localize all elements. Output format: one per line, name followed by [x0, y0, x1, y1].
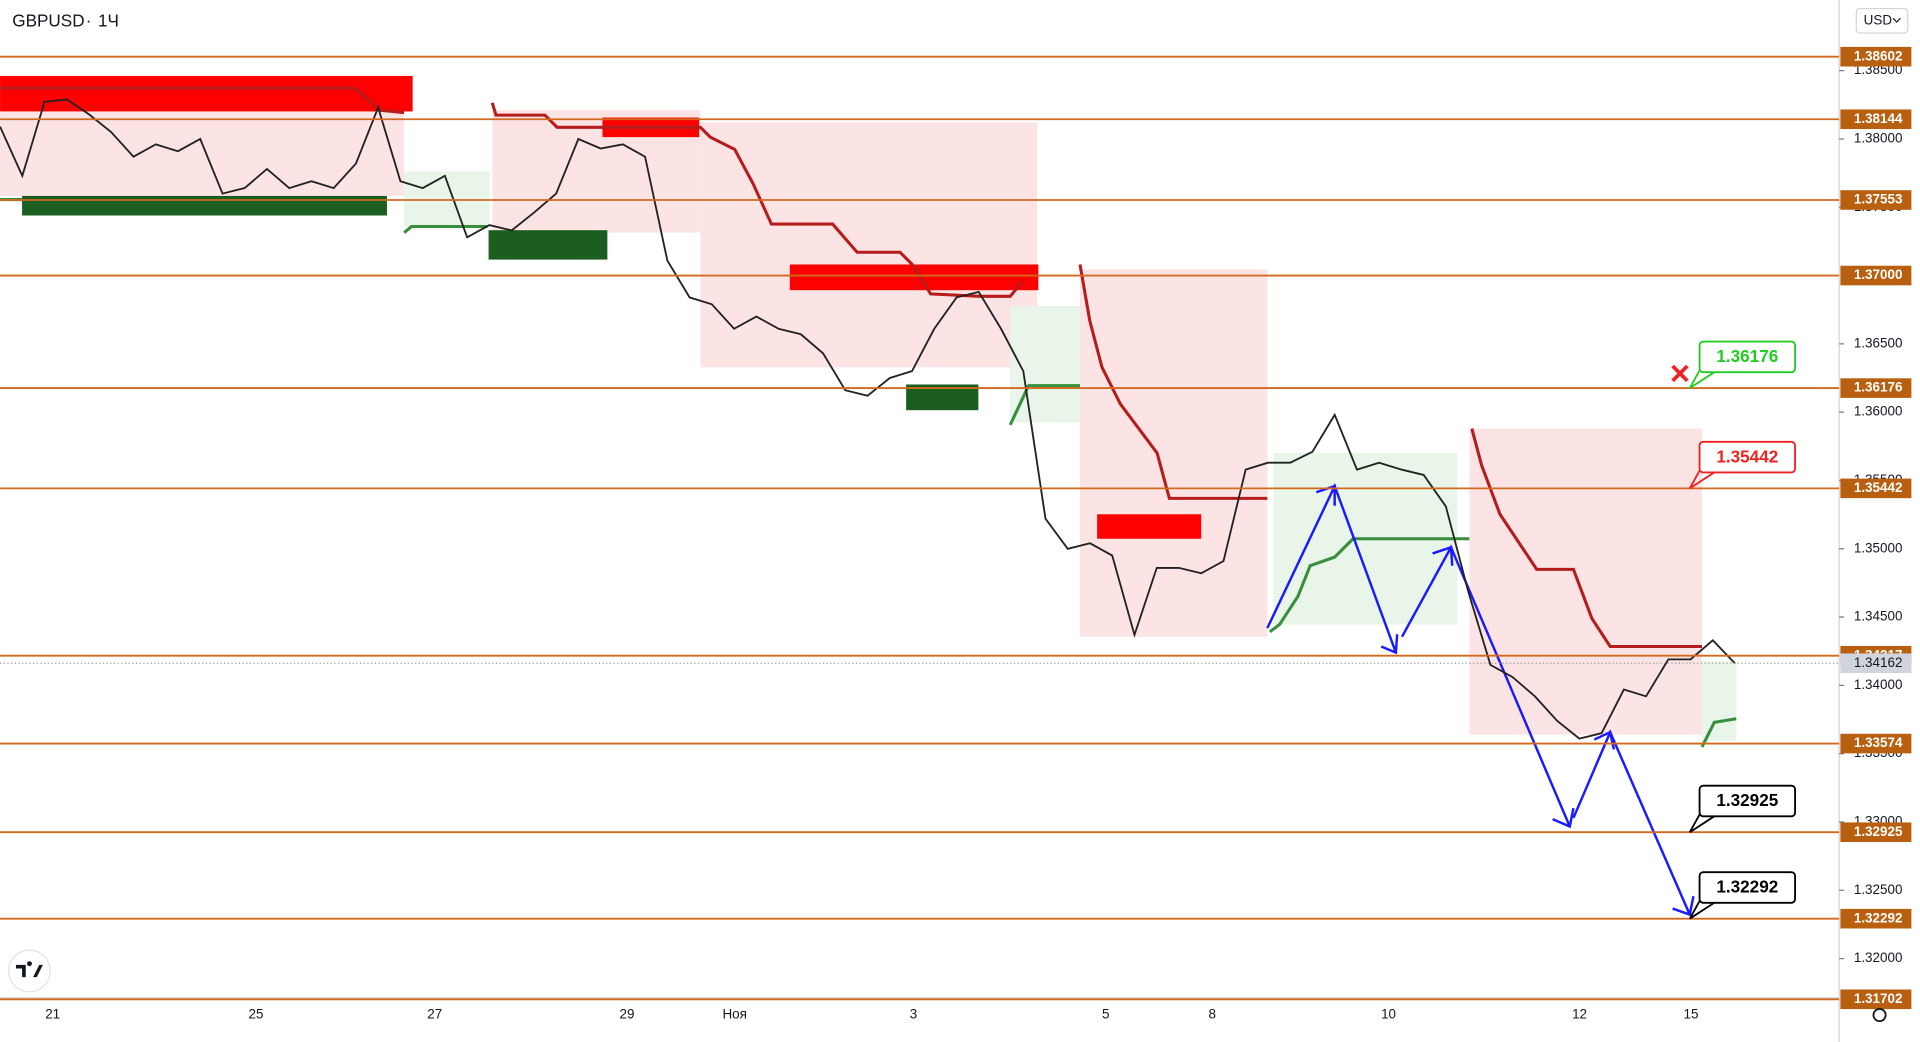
arrow-head: [1315, 484, 1399, 655]
x-tick-label: 21: [45, 1007, 60, 1022]
level-label: 1.37000: [1854, 267, 1903, 282]
level-label: 1.33574: [1854, 735, 1903, 750]
cancel-mark: [1671, 364, 1689, 383]
y-tick-label: 1.34500: [1854, 609, 1903, 624]
level-label-box: [1840, 265, 1912, 286]
callout-box: [1698, 871, 1796, 904]
green-zone: [22, 195, 387, 216]
level-label-box: [1840, 478, 1912, 499]
currency-button[interactable]: [1855, 7, 1909, 34]
level-label: 1.38602: [1854, 48, 1903, 63]
x-tick-label: 29: [619, 1007, 634, 1022]
level-label: 1.32925: [1854, 824, 1903, 839]
x-tick-label: 25: [248, 1007, 263, 1022]
dropdown-icon: [1892, 17, 1901, 23]
interval: 1Ч: [98, 11, 119, 31]
green-fill: [1702, 661, 1737, 741]
pink-fill: [700, 122, 1038, 368]
x-tick-label: 3: [910, 1007, 917, 1022]
level-label-box: [1840, 822, 1912, 843]
level-label: 1.37553: [1854, 192, 1903, 207]
level-label-box: [1840, 109, 1912, 130]
level-label-box: [1840, 989, 1912, 1010]
level-label: 1.35442: [1854, 480, 1903, 495]
y-tick-label: 1.38000: [1854, 130, 1903, 145]
dynamic: 1.385001.380001.375001.365001.360001.355…: [0, 46, 1912, 1022]
current-price-box: [1840, 653, 1912, 674]
pink-fill: [1469, 428, 1703, 735]
level-label-box: [1840, 46, 1912, 67]
x-tick-label: Ноя: [722, 1007, 746, 1022]
red-zone: [1097, 514, 1202, 539]
logo[interactable]: [7, 949, 51, 993]
zones: [0, 75, 1737, 748]
x-tick-label: 10: [1381, 1007, 1396, 1022]
callout-box: [1698, 340, 1796, 374]
x-tick-label: 12: [1572, 1007, 1587, 1022]
red-zone: [0, 75, 413, 112]
level-label: 1.32292: [1854, 910, 1903, 925]
callout-box: [1698, 440, 1796, 474]
x-tick-label: 27: [427, 1007, 442, 1022]
callout-label: 1.32292: [1716, 877, 1778, 897]
currency[interactable]: USD: [1864, 12, 1893, 27]
callout-label: 1.36176: [1716, 346, 1778, 366]
green-zone: [488, 230, 608, 260]
y-tick-label: 1.32000: [1854, 950, 1903, 965]
price-line: [0, 98, 1736, 740]
trailing-stop-red: [0, 86, 1703, 649]
level-label-box: [1840, 908, 1912, 929]
y-tick-label: 1.36000: [1854, 404, 1903, 419]
y-tick-label: 1.35000: [1854, 540, 1903, 555]
level-label: 1.38144: [1854, 111, 1903, 126]
x-tick-label: 15: [1684, 1007, 1699, 1022]
y-tick-label: 1.34000: [1854, 677, 1903, 692]
callout-box: [1698, 784, 1796, 818]
pink-fill: [0, 97, 405, 196]
level-label-box: [1840, 190, 1912, 210]
level-label: 1.36176: [1854, 380, 1903, 395]
symbol: GBPUSD: [12, 11, 84, 31]
callout-label: 1.32925: [1716, 790, 1778, 810]
callout-label: 1.35442: [1716, 446, 1778, 466]
x-tick-label: 5: [1102, 1007, 1109, 1022]
arrow-head: [1432, 545, 1575, 829]
settings-icon[interactable]: [1872, 1008, 1887, 1023]
separator: ·: [86, 11, 92, 31]
logo-mark: [15, 961, 43, 978]
pink-fill: [1079, 269, 1268, 637]
y-tick-label: 1.36500: [1854, 335, 1903, 350]
current-price-label: 1.34162: [1854, 655, 1903, 670]
y-tick-label: 1.32500: [1854, 882, 1903, 897]
level-label: 1.31702: [1854, 991, 1903, 1006]
level-label-box: [1840, 378, 1912, 398]
level-label-box: [1840, 733, 1912, 754]
x-tick-label: 8: [1208, 1007, 1215, 1022]
